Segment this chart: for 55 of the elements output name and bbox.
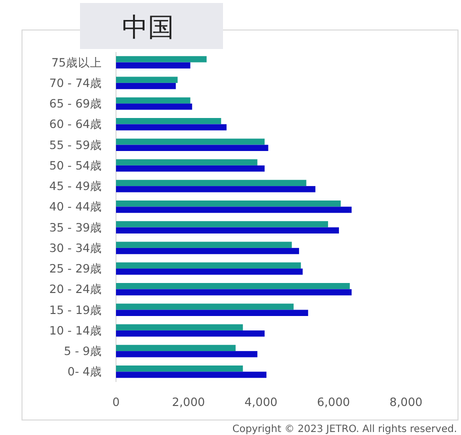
bar	[116, 262, 301, 269]
bar	[116, 159, 258, 166]
bar	[116, 118, 222, 124]
y-tick-label: 40 - 44歳	[49, 200, 102, 214]
bar	[116, 310, 308, 316]
y-tick-label: 0- 4歳	[68, 364, 102, 379]
y-tick-label: 50 - 54歳	[49, 158, 102, 172]
y-tick-label: 20 - 24歳	[49, 282, 102, 296]
bar	[116, 62, 190, 68]
bar	[116, 366, 243, 372]
y-tick-label: 30 - 34歳	[49, 240, 102, 255]
bar	[116, 344, 236, 352]
bar	[116, 324, 243, 330]
y-tick-label: 65 - 69歳	[49, 96, 102, 111]
bar	[116, 221, 328, 228]
x-tick-label: 8,000	[390, 395, 422, 409]
bar	[116, 144, 268, 151]
bar	[116, 268, 303, 275]
y-tick-label: 70 - 74歳	[49, 76, 102, 90]
bar	[116, 372, 266, 378]
y-tick-label: 45 - 49歳	[49, 179, 102, 194]
y-tick-label: 5 - 9歳	[64, 344, 102, 358]
bar	[116, 56, 207, 62]
x-tick-label: 0	[112, 395, 120, 409]
bar	[116, 289, 352, 296]
bar	[116, 97, 190, 104]
bar	[116, 104, 192, 110]
bar	[116, 330, 265, 337]
bar	[116, 283, 350, 290]
y-tick-label: 55 - 59歳	[49, 138, 102, 152]
chart-title: 中国	[122, 13, 174, 43]
bar	[116, 124, 227, 130]
bar	[116, 351, 258, 358]
y-tick-label: 10 - 14歳	[49, 323, 102, 338]
bar	[116, 248, 300, 254]
x-tick-label: 2,000	[172, 395, 205, 409]
bar	[116, 186, 316, 192]
bar	[116, 227, 339, 234]
x-tick-label: 4,000	[244, 395, 278, 409]
y-tick-label: 35 - 39歳	[49, 220, 102, 234]
bar	[116, 165, 265, 172]
bar	[116, 138, 265, 145]
y-tick-label: 75歳以上	[51, 55, 102, 70]
bar	[116, 200, 341, 207]
bar	[116, 180, 306, 186]
bar	[116, 82, 176, 90]
bar	[116, 206, 352, 213]
text: Copyright © 2023 JETRO. All rights reserved.	[232, 424, 457, 435]
y-tick-label: 25 - 29歳	[49, 262, 102, 276]
bar	[116, 304, 294, 310]
bar	[116, 242, 292, 248]
x-tick-label: 6,000	[317, 395, 350, 409]
y-tick-label: 60 - 64歳	[49, 117, 102, 132]
y-tick-label: 15 - 19歳	[49, 302, 102, 317]
bar	[116, 76, 178, 83]
